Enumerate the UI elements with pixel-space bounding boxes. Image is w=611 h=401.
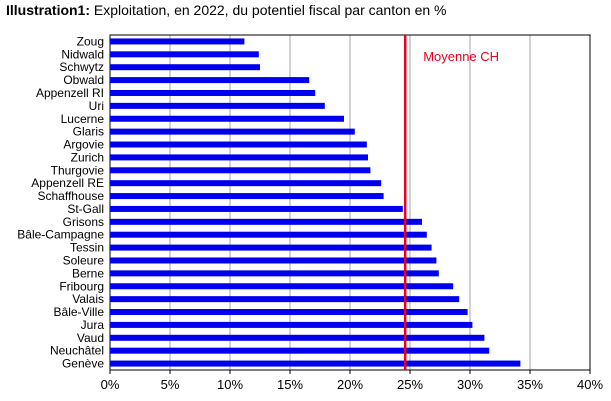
bar [110,244,432,251]
bar [110,309,468,316]
chart-title-label: Illustration1: [6,2,91,18]
x-tick-label: 30% [457,377,483,392]
bar [110,102,325,109]
category-label: Schaffhouse [38,189,105,203]
category-label: Grisons [63,215,104,229]
gridlines [169,35,531,370]
category-label: Tessin [70,241,104,255]
bar [110,167,371,174]
category-label: Jura [81,318,105,332]
bar [110,154,368,161]
bar [110,205,403,212]
x-tick-label: 35% [517,377,543,392]
bar [110,360,521,367]
category-label: Obwald [63,73,104,87]
category-label: Schwytz [59,60,104,74]
bar [110,180,382,187]
bar [110,141,367,148]
x-tick-label: 25% [397,377,423,392]
x-tick-label: 0% [101,377,120,392]
bar [110,38,245,45]
category-label: Vaud [77,331,104,345]
chart-title: Illustration1: Exploitation, en 2022, du… [6,2,446,18]
bar [110,115,344,122]
x-tick-label: 10% [217,377,243,392]
bar [110,296,460,303]
x-tick-labels: 0% 5% 10% 15% 20% 25% 30% 35% 40% [101,370,603,392]
bar [110,64,260,71]
chart-title-text: Exploitation, en 2022, du potentiel fisc… [93,2,447,18]
category-label: Neuchâtel [50,344,104,358]
category-label: Uri [89,99,104,113]
bar [110,128,355,135]
bar [110,334,485,341]
category-label: Zurich [71,150,104,164]
category-label: Nidwald [61,47,104,61]
category-label: Genève [62,357,104,371]
bar [110,321,473,328]
category-label: Zoug [77,34,104,48]
bar [110,193,384,200]
reference-line-group: Moyenne CH [403,35,499,370]
x-tick-label: 5% [161,377,180,392]
reference-line-label: Moyenne CH [423,49,499,64]
bar [110,51,259,58]
category-label: Thurgovie [51,163,105,177]
bar [110,283,454,290]
category-label: Appenzell RE [31,176,104,190]
bar [110,270,439,277]
category-label: St-Gall [67,202,104,216]
bar [110,218,422,225]
category-label: Glaris [73,125,104,139]
category-label: Appenzell RI [36,86,104,100]
x-tick-label: 40% [577,377,603,392]
bar [110,89,316,96]
category-label: Bâle-Ville [54,305,105,319]
bars [110,38,521,367]
category-label: Fribourg [59,279,104,293]
x-tick-label: 20% [337,377,363,392]
category-label: Valais [72,292,104,306]
bar [110,347,490,354]
x-tick-label: 15% [277,377,303,392]
category-label: Berne [72,266,104,280]
category-label: Argovie [63,138,104,152]
category-label: Bâle-Campagne [17,228,104,242]
bar [110,257,437,264]
bar [110,231,427,238]
category-label: Lucerne [61,112,105,126]
bar [110,77,310,84]
category-label: Soleure [63,253,105,267]
